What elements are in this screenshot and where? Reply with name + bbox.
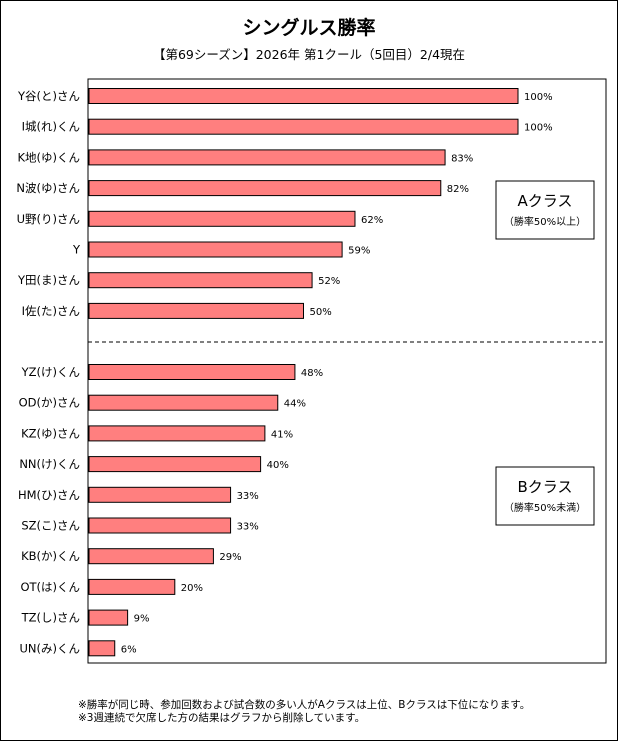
category-label: HM(ひ)さん <box>18 488 80 502</box>
bar <box>88 517 232 534</box>
value-label: 29% <box>219 552 241 563</box>
bar <box>88 118 519 135</box>
bar <box>88 578 176 595</box>
bar <box>88 88 519 104</box>
category-label: K地(ゆ)くん <box>17 150 80 164</box>
category-label: KB(か)くん <box>21 549 80 563</box>
bar <box>88 149 446 166</box>
value-label: 41% <box>271 429 293 440</box>
value-label: 33% <box>237 491 259 502</box>
value-label: 44% <box>284 399 306 410</box>
category-label: Y谷(と)さん <box>17 89 80 103</box>
value-label: 83% <box>451 153 473 164</box>
value-label: 50% <box>310 307 332 318</box>
category-label: Y <box>72 243 81 257</box>
category-label: SZ(こ)さん <box>21 519 80 533</box>
category-label: UN(み)くん <box>20 641 81 655</box>
bar <box>88 425 266 442</box>
bar <box>88 302 304 319</box>
value-label: 82% <box>447 184 469 195</box>
bar <box>88 456 262 473</box>
bar <box>88 548 214 565</box>
class-note: （勝率50%未満） <box>504 501 586 514</box>
bar <box>88 272 313 289</box>
class-note: （勝率50%以上） <box>504 215 586 228</box>
value-label: 100% <box>524 92 553 103</box>
bar <box>88 394 279 411</box>
footnotes: ※勝率が同じ時、参加回数および試合数の多い人がAクラスは上位、Bクラスは下位にな… <box>78 699 530 725</box>
category-label: NN(け)くん <box>19 457 80 471</box>
bar <box>88 609 129 626</box>
bar <box>88 364 296 380</box>
footnote-tie-rule: ※勝率が同じ時、参加回数および試合数の多い人がAクラスは上位、Bクラスは下位にな… <box>78 699 531 711</box>
value-label: 33% <box>237 522 259 533</box>
value-label: 48% <box>301 368 323 379</box>
category-label: Y田(ま)さん <box>17 273 80 287</box>
value-label: 100% <box>524 123 553 134</box>
chart-title: シングルス勝率 <box>242 17 376 39</box>
category-label: I城(れ)くん <box>22 120 80 134</box>
class-a-box <box>495 180 595 240</box>
bar <box>88 640 116 657</box>
category-label: U野(り)さん <box>17 212 80 226</box>
category-label: OD(か)さん <box>19 396 80 410</box>
category-label: YZ(け)くん <box>21 365 80 379</box>
value-label: 6% <box>121 644 137 655</box>
plot-area <box>87 78 607 664</box>
bar <box>88 180 442 197</box>
value-label: 20% <box>181 583 203 594</box>
category-label: TZ(し)さん <box>21 611 80 625</box>
category-label: OT(は)くん <box>20 580 80 594</box>
category-label: I佐(た)さん <box>22 304 80 318</box>
value-label: 9% <box>134 614 150 625</box>
chart-subtitle: 【第69シーズン】2026年 第1クール（5回目）2/4現在 <box>152 47 466 62</box>
class-name: Aクラス <box>518 192 573 210</box>
bar <box>88 486 232 503</box>
value-label: 40% <box>267 460 289 471</box>
value-label: 62% <box>361 215 383 226</box>
class-name: Bクラス <box>518 478 573 496</box>
value-label: 59% <box>348 246 370 257</box>
bar <box>88 210 356 227</box>
bar-chart: Y谷(と)さん 100% I城(れ)くん 100% K地(ゆ)くん 83% N波(ゆ)さん 8… <box>16 78 607 664</box>
class-b-box <box>495 466 595 526</box>
category-label: KZ(ゆ)さん <box>21 426 80 440</box>
value-label: 52% <box>318 276 340 287</box>
category-label: N波(ゆ)さん <box>16 181 80 195</box>
footnote-absence-rule: ※3週連続で欠席した方の結果はグラフから削除しています。 <box>78 712 366 724</box>
bar <box>88 241 343 258</box>
